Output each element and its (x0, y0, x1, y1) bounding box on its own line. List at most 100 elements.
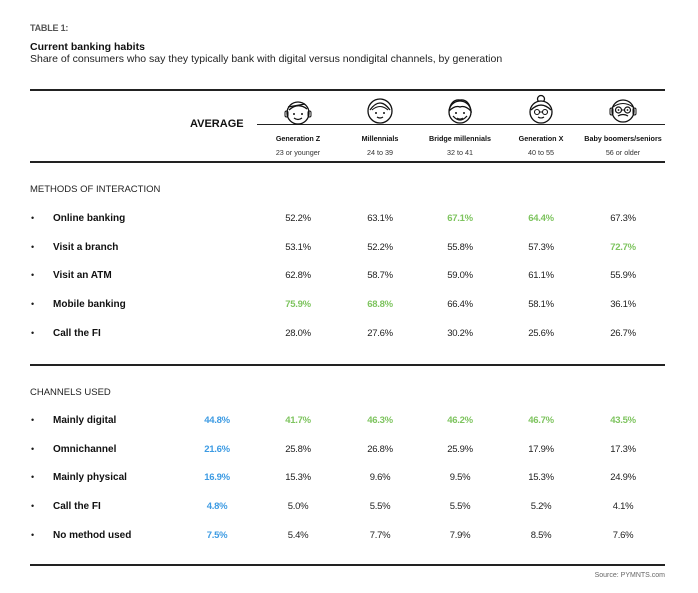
cell-value: 15.3% (285, 472, 311, 484)
cell-value: 59.0% (447, 270, 473, 282)
boomer-face-icon (578, 96, 668, 126)
millennial-face-icon (335, 96, 425, 126)
average-value: 7.5% (206, 529, 228, 541)
generation-name: Bridge millennials (429, 134, 491, 143)
table-row: • Call the FI 4.8% 5.0% 5.5% 5.5% 5.2% 4.1% (0, 501, 698, 517)
cell-value: 27.6% (367, 327, 393, 339)
column-header-baby-boomers-seniors: Baby boomers/seniors 56 or older (578, 96, 668, 157)
cell-value: 7.9% (449, 529, 471, 541)
bullet-icon: • (31, 270, 35, 281)
row-label: No method used (53, 529, 132, 541)
generation-age-range: 40 to 55 (528, 148, 554, 157)
cell-value: 25.6% (528, 327, 554, 339)
table-title: Current banking habits (30, 41, 145, 53)
table-row: • Mainly physical 16.9% 15.3% 9.6% 9.5% 15.3% 2… (0, 472, 698, 488)
cell-value: 43.5% (610, 415, 636, 426)
cell-value: 17.9% (528, 443, 554, 455)
cell-value: 8.5% (530, 529, 552, 541)
table-row: • Online banking 52.2% 63.1% 67.1% 64.4% 67.3% (0, 213, 698, 229)
cell-value: 4.1% (612, 501, 634, 513)
table-row: • Visit a branch 53.1% 52.2% 55.8% 57.3% 72.7% (0, 242, 698, 258)
cell-value: 58.1% (528, 299, 554, 311)
cell-value: 62.8% (285, 270, 311, 282)
cell-value: 7.7% (369, 529, 391, 541)
table-row: • No method used 7.5% 5.4% 7.7% 7.9% 8.5% 7.6% (0, 530, 698, 546)
cell-value: 68.8% (367, 299, 393, 311)
column-header-millennials: Millennials 24 to 39 (335, 96, 425, 157)
cell-value: 61.1% (528, 270, 554, 282)
bullet-icon: • (31, 213, 35, 223)
cell-value: 5.0% (287, 501, 309, 513)
average-value: 16.9% (204, 472, 230, 484)
table-number-label: TABLE 1: (30, 23, 69, 33)
cell-value: 7.6% (612, 529, 634, 541)
cell-value: 53.1% (285, 241, 311, 253)
generation-name: Generation Z (275, 134, 321, 143)
cell-value: 5.2% (530, 501, 552, 513)
generation-name: Baby boomers/seniors (584, 134, 662, 143)
row-label: Visit an ATM (53, 270, 112, 282)
column-header-generation-z: Generation Z 23 or younger (253, 96, 343, 157)
average-value: 21.6% (204, 443, 230, 455)
cell-value: 15.3% (528, 472, 554, 484)
cell-value: 5.5% (449, 501, 471, 513)
column-header-generation-x: Generation X 40 to 55 (496, 94, 586, 157)
cell-value: 66.4% (447, 299, 473, 311)
cell-value: 9.5% (449, 472, 471, 484)
cell-value: 55.8% (447, 241, 473, 253)
cell-value: 75.9% (285, 299, 311, 311)
generation-age-range: 32 to 41 (447, 148, 473, 157)
top-rule (30, 89, 665, 91)
cell-value: 9.6% (369, 472, 391, 484)
cell-value: 57.3% (528, 241, 554, 253)
table-row: • Omnichannel 21.6% 25.8% 26.8% 25.9% 17.9% 17.… (0, 444, 698, 460)
generation-age-range: 24 to 39 (367, 148, 393, 157)
generation-age-range: 23 or younger (275, 148, 321, 157)
generation-age-range: 56 or older (605, 148, 641, 157)
cell-value: 52.2% (285, 213, 311, 224)
generation-name: Generation X (518, 134, 564, 143)
table-subtitle: Share of consumers who say they typicall… (30, 53, 503, 65)
row-label: Mainly physical (53, 472, 127, 484)
gen-z-face-icon (253, 96, 343, 126)
table-row: • Call the FI 28.0% 27.6% 30.2% 25.6% 26.7% (0, 328, 698, 344)
average-value: 4.8% (206, 501, 228, 513)
section-title: METHODS OF INTERACTION (30, 184, 161, 195)
cell-value: 67.1% (447, 213, 473, 224)
average-value: 44.8% (204, 415, 230, 426)
cell-value: 17.3% (610, 443, 636, 455)
cell-value: 30.2% (447, 327, 473, 339)
row-label: Omnichannel (53, 443, 117, 455)
row-label: Mobile banking (53, 299, 126, 311)
cell-value: 5.4% (287, 529, 309, 541)
row-label: Call the FI (53, 501, 101, 513)
gen-x-face-icon (496, 94, 586, 126)
cell-value: 36.1% (610, 299, 636, 311)
bullet-icon: • (31, 501, 35, 512)
cell-value: 25.8% (285, 443, 311, 455)
column-header-bridge-millennials: Bridge millennials 32 to 41 (415, 96, 505, 157)
cell-value: 25.9% (447, 443, 473, 455)
bullet-icon: • (31, 415, 35, 425)
bullet-icon: • (31, 472, 35, 483)
table-row: • Mobile banking 75.9% 68.8% 66.4% 58.1% 36.1% (0, 299, 698, 315)
cell-value: 5.5% (369, 501, 391, 513)
row-label: Online banking (53, 213, 126, 224)
cell-value: 67.3% (610, 213, 636, 224)
cell-value: 46.7% (528, 415, 554, 426)
cell-value: 26.7% (610, 327, 636, 339)
section-title: CHANNELS USED (30, 387, 111, 398)
cell-value: 41.7% (285, 415, 311, 426)
cell-value: 63.1% (367, 213, 393, 224)
bottom-rule (30, 564, 665, 566)
cell-value: 26.8% (367, 443, 393, 455)
cell-value: 28.0% (285, 327, 311, 339)
cell-value: 46.2% (447, 415, 473, 426)
row-label: Mainly digital (53, 415, 117, 426)
source-note: Source: PYMNTS.com (594, 572, 665, 579)
average-column-header: AVERAGE (190, 118, 244, 130)
icon-baseline-rule (257, 124, 665, 125)
table-row: • Visit an ATM 62.8% 58.7% 59.0% 61.1% 55.9% (0, 270, 698, 286)
bullet-icon: • (31, 299, 35, 310)
section-divider-rule (30, 364, 665, 366)
